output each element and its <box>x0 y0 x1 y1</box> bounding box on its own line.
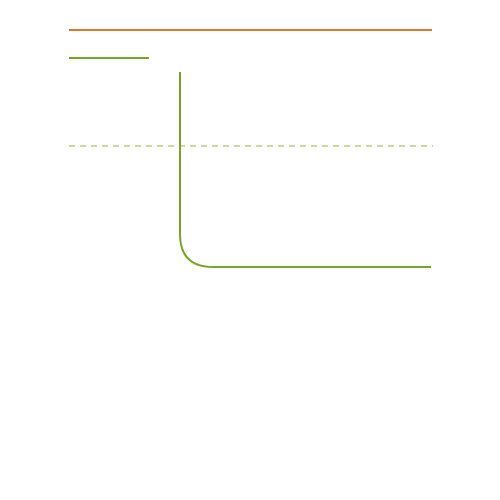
elbow-connector-line <box>179 72 431 268</box>
